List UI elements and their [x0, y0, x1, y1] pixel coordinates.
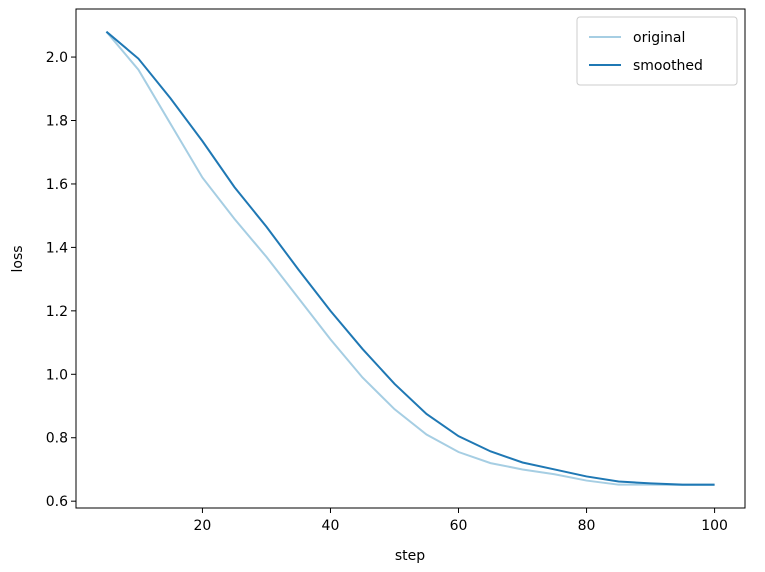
x-tick-label: 80 — [578, 518, 596, 534]
y-tick-label: 1.2 — [46, 304, 68, 320]
x-axis-label: step — [395, 548, 425, 564]
plot-frame — [75, 8, 746, 509]
line-smoothed — [105, 30, 715, 486]
y-tick-label: 1.8 — [46, 114, 68, 130]
legend-label: original — [633, 30, 685, 46]
x-tick-label: 100 — [701, 518, 728, 534]
legend-box — [576, 16, 738, 86]
y-axis-label: loss — [10, 245, 26, 272]
y-tick-label: 1.6 — [46, 177, 68, 193]
y-tick-label: 0.8 — [46, 431, 68, 447]
legend-label: smoothed — [633, 58, 703, 74]
line-original — [105, 31, 715, 487]
x-tick-label: 60 — [450, 518, 468, 534]
y-tick-label: 1.4 — [46, 240, 68, 256]
y-tick-label: 2.0 — [46, 50, 68, 66]
y-tick-label: 0.6 — [46, 494, 68, 510]
y-tick-label: 1.0 — [46, 367, 68, 383]
x-tick-label: 40 — [322, 518, 340, 534]
x-tick-label: 20 — [194, 518, 212, 534]
